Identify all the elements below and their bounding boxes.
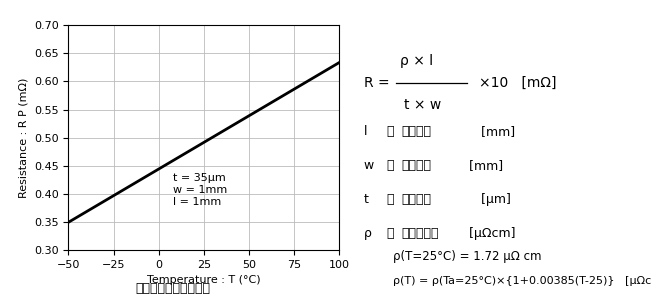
Text: [μm]: [μm] (465, 193, 511, 206)
Text: ρ(T) = ρ(Ta=25°C)×{1+0.00385(T-25)}   [μΩcm]: ρ(T) = ρ(Ta=25°C)×{1+0.00385(T-25)} [μΩc… (393, 276, 652, 286)
Text: t = 35μm
w = 1mm
l = 1mm: t = 35μm w = 1mm l = 1mm (173, 173, 228, 207)
Text: ：: ： (383, 227, 399, 240)
Text: t × w: t × w (404, 98, 441, 112)
Text: [mm]: [mm] (465, 125, 515, 138)
Y-axis label: Resistance : R P (mΩ): Resistance : R P (mΩ) (18, 78, 29, 198)
Text: ρ: ρ (364, 227, 372, 240)
Text: R =: R = (364, 76, 394, 90)
Text: 銃箔厚度: 銃箔厚度 (402, 193, 432, 206)
Text: ：: ： (383, 193, 399, 206)
Text: l: l (364, 125, 367, 138)
X-axis label: Temperature : T (°C): Temperature : T (°C) (147, 275, 261, 285)
Text: 銃的电阵率: 銃的电阵率 (402, 227, 439, 240)
Text: ρ × l: ρ × l (400, 54, 433, 68)
Text: ：: ： (383, 125, 399, 138)
Text: [mm]: [mm] (465, 159, 503, 172)
Text: ρ(T=25°C) = 1.72 μΩ cm: ρ(T=25°C) = 1.72 μΩ cm (393, 250, 542, 263)
Text: 导体长度: 导体长度 (402, 159, 432, 172)
Text: t: t (364, 193, 368, 206)
Text: [μΩcm]: [μΩcm] (465, 227, 515, 240)
Text: ×10   [mΩ]: ×10 [mΩ] (479, 76, 556, 90)
Text: 导体长度: 导体长度 (402, 125, 432, 138)
Text: ：: ： (383, 159, 399, 172)
Text: w: w (364, 159, 374, 172)
Text: 銃箔单位面積的电阵值: 銃箔单位面積的电阵值 (135, 281, 211, 295)
